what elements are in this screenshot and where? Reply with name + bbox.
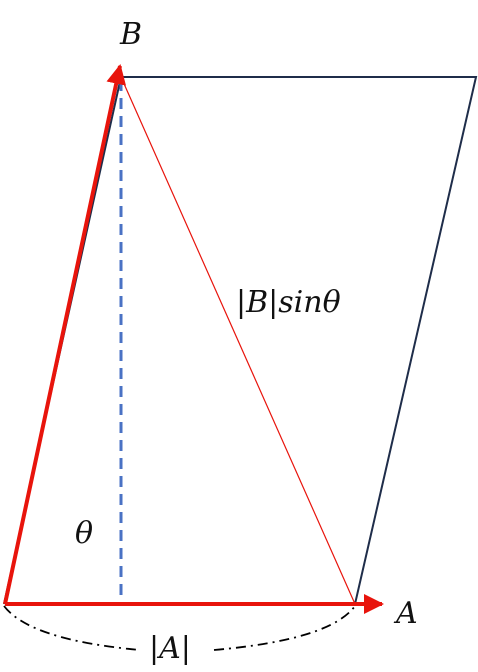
diagonal-line — [120, 76, 356, 605]
base-length-label: |A| — [149, 631, 191, 666]
vector-b-label: B — [119, 17, 142, 52]
vector-a-label: A — [393, 596, 418, 631]
height-label: |B|sinθ — [236, 285, 341, 320]
base-length-brace — [3, 605, 356, 651]
angle-label: θ — [75, 516, 93, 551]
vector-b-arrow — [3, 64, 127, 605]
